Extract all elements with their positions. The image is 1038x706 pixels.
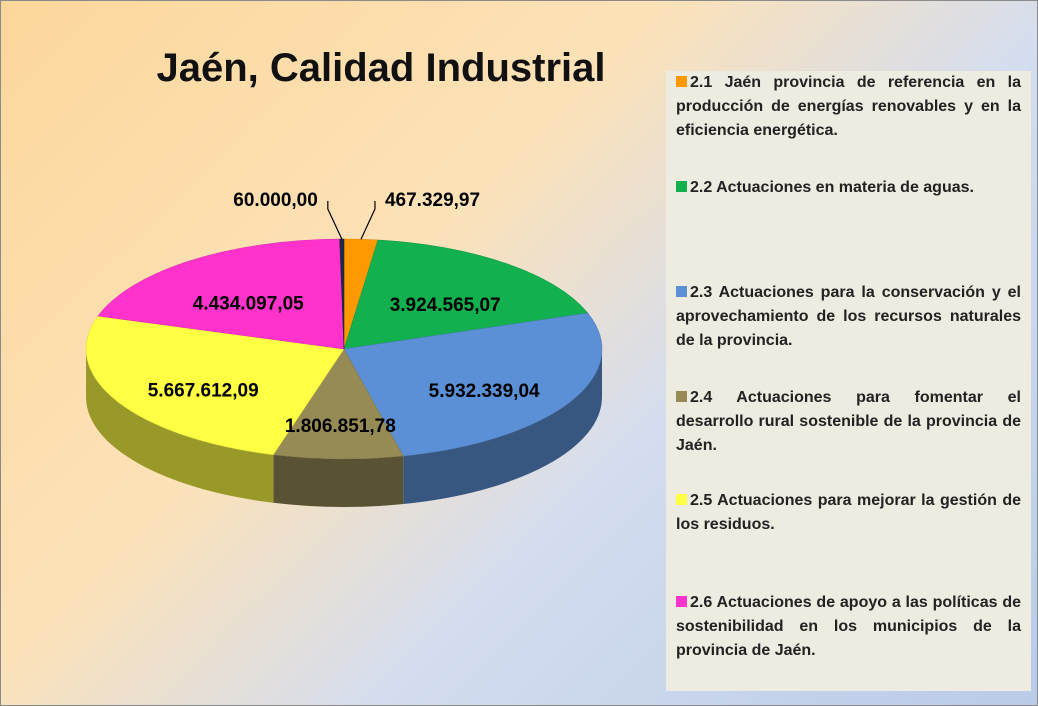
legend-swatch xyxy=(676,76,687,87)
legend: 2.1 Jaén provincia de referencia en la p… xyxy=(666,71,1031,691)
slice xyxy=(272,348,404,460)
data-label: 3.924.565,07 xyxy=(390,295,501,316)
data-label: 60.000,00 xyxy=(233,190,318,211)
chart-title: Jaén, Calidad Industrial xyxy=(156,46,605,90)
legend-label: 2.2 Actuaciones en materia de aguas. xyxy=(690,179,974,196)
legend-swatch xyxy=(676,181,687,192)
slice-side xyxy=(85,349,274,503)
legend-entry: 2.4 Actuaciones para fomentar el desarro… xyxy=(676,386,1021,458)
data-label: 5.667.612,09 xyxy=(148,380,259,401)
legend-swatch xyxy=(676,494,687,505)
slice-side xyxy=(273,454,404,507)
slice xyxy=(343,239,589,350)
legend-entry: 2.3 Actuaciones para la conservación y e… xyxy=(676,281,1021,353)
slice xyxy=(343,312,603,457)
legend-label: 2.5 Actuaciones para mejorar la gestión … xyxy=(676,492,1021,533)
slice xyxy=(85,315,345,456)
slice-side xyxy=(403,349,602,505)
data-label: 5.932.339,04 xyxy=(429,381,540,402)
legend-swatch xyxy=(676,596,687,607)
legend-label: 2.4 Actuaciones para fomentar el desarro… xyxy=(676,389,1021,454)
leader-line xyxy=(327,201,343,240)
legend-label: 2.6 Actuaciones de apoyo a las políticas… xyxy=(676,594,1021,659)
slice xyxy=(97,238,345,350)
data-label: 1.806.851,78 xyxy=(285,416,396,437)
data-label: 4.434.097,05 xyxy=(193,293,304,314)
legend-label: 2.3 Actuaciones para la conservación y e… xyxy=(676,284,1021,349)
legend-entry: 2.2 Actuaciones en materia de aguas. xyxy=(676,176,1021,200)
legend-swatch xyxy=(676,286,687,297)
legend-entry: 2.1 Jaén provincia de referencia en la p… xyxy=(676,71,1021,143)
legend-swatch xyxy=(676,391,687,402)
leader-line xyxy=(360,201,376,240)
data-label: 467.329,97 xyxy=(385,190,480,211)
legend-entry: 2.6 Actuaciones de apoyo a las políticas… xyxy=(676,591,1021,663)
slice xyxy=(339,238,345,350)
legend-label: 2.1 Jaén provincia de referencia en la p… xyxy=(676,74,1021,139)
legend-entry: 2.5 Actuaciones para mejorar la gestión … xyxy=(676,489,1021,537)
